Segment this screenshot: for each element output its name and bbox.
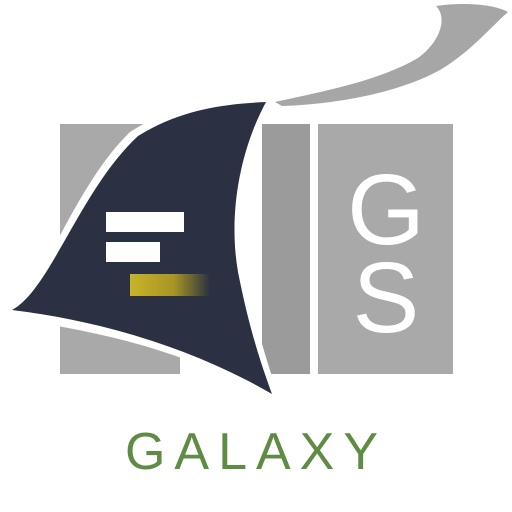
- middle-column: [262, 124, 310, 374]
- monogram-panel: [318, 124, 453, 374]
- ribbon-swoosh: [275, 4, 508, 106]
- monogram-letter-g: G: [347, 154, 425, 266]
- brand-wordmark: GALAXY: [124, 423, 388, 481]
- sail-bar-gold: [130, 274, 210, 296]
- monogram-letter-s: S: [352, 242, 420, 354]
- sail-bar-top: [106, 212, 184, 232]
- sail-bar-middle: [106, 242, 160, 262]
